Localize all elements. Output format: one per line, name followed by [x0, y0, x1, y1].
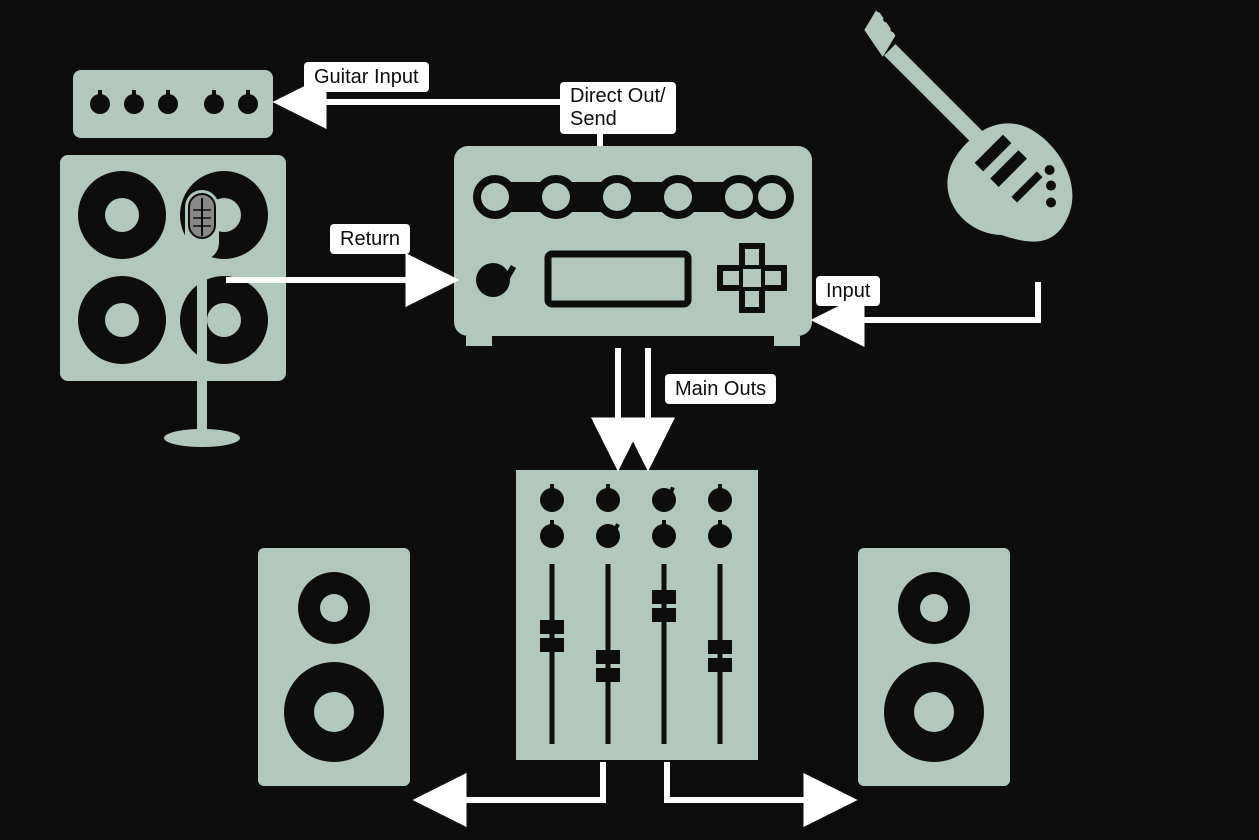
label-guitar-input: Guitar Input: [304, 62, 429, 92]
label-main-outs: Main Outs: [665, 374, 776, 404]
monitor-speaker-left-icon: [258, 548, 410, 786]
label-return: Return: [330, 224, 410, 254]
label-input: Input: [816, 276, 880, 306]
mixer-icon: [516, 470, 758, 760]
label-direct-out-text: Direct Out/Send: [570, 85, 666, 130]
monitor-speaker-right-icon: [858, 548, 1010, 786]
label-direct-out: Direct Out/Send: [560, 82, 676, 134]
speaker-cabinet-icon: [60, 155, 286, 381]
effects-processor-icon: [454, 146, 812, 346]
guitar-icon: [814, 0, 1098, 273]
amp-head-icon: [73, 70, 273, 138]
